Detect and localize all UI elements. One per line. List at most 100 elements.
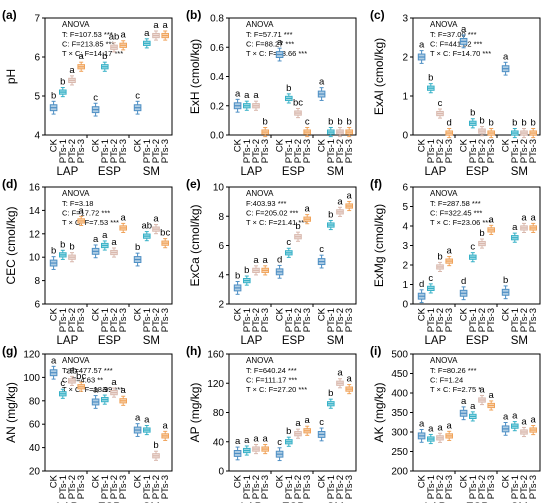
x-tick-label: PTs-3 bbox=[486, 139, 497, 163]
x-tick-label: PTs-2 bbox=[435, 308, 446, 332]
y-tick-label: 250 bbox=[391, 447, 408, 458]
plot-frame bbox=[44, 353, 173, 472]
significance-letter: a bbox=[244, 435, 250, 446]
y-tick-label: 0 bbox=[402, 300, 408, 311]
y-tick-label: 12 bbox=[29, 229, 41, 240]
x-tick-label: CK bbox=[133, 474, 144, 488]
group-label: LAP bbox=[241, 335, 263, 347]
panel-label: (h) bbox=[186, 344, 201, 358]
significance-letter: b bbox=[479, 228, 484, 239]
significance-letter: c bbox=[470, 242, 475, 253]
significance-letter: a bbox=[503, 51, 509, 62]
anova-line: T: F=3.18 bbox=[62, 199, 93, 208]
x-tick-label: CK bbox=[133, 138, 144, 152]
x-tick-label: PTs-2 bbox=[151, 475, 162, 499]
significance-letter: bc bbox=[293, 97, 303, 108]
y-tick-label: 0.0 bbox=[210, 131, 224, 142]
anova-title: ANOVA bbox=[430, 356, 458, 365]
y-tick-label: 6 bbox=[218, 241, 224, 252]
y-tick-label: 450 bbox=[391, 369, 408, 380]
x-tick-label: PTs-3 bbox=[302, 475, 313, 499]
y-tick-label: 2 bbox=[402, 53, 408, 64]
significance-letter: d bbox=[419, 279, 424, 290]
anova-line: T × C: F=23.06 *** bbox=[430, 218, 491, 227]
y-tick-label: 0 bbox=[402, 131, 408, 142]
significance-letter: a bbox=[337, 368, 343, 379]
panel-label: (f) bbox=[370, 177, 382, 191]
x-tick-label: CK bbox=[233, 138, 244, 152]
x-tick-label: PTs-3 bbox=[302, 139, 313, 163]
x-tick-label: PTs-3 bbox=[528, 308, 539, 332]
significance-letter: ab bbox=[67, 365, 78, 376]
x-tick-label: PTs-1 bbox=[426, 475, 437, 499]
significance-letter: a bbox=[244, 90, 250, 101]
x-tick-label: PTs-2 bbox=[519, 475, 530, 499]
significance-letter: d bbox=[461, 276, 466, 287]
x-tick-label: CK bbox=[459, 474, 470, 488]
x-tick-label: PTs-2 bbox=[335, 475, 346, 499]
significance-letter: a bbox=[153, 214, 159, 225]
x-tick-label: PTs-2 bbox=[67, 475, 78, 499]
x-tick-label: PTs-3 bbox=[118, 308, 129, 332]
significance-letter: b bbox=[470, 108, 475, 119]
x-tick-label: PTs-3 bbox=[260, 308, 271, 332]
anova-title: ANOVA bbox=[430, 189, 458, 198]
anova-line: T: F=640.24 *** bbox=[246, 366, 297, 375]
anova-line: T × C: F=14.17 *** bbox=[62, 49, 123, 58]
y-tick-label: 2 bbox=[218, 300, 224, 311]
anova-line: C: F=1.24 bbox=[430, 376, 463, 385]
significance-letter: a bbox=[489, 390, 495, 401]
plot-frame bbox=[412, 17, 541, 136]
significance-letter: a bbox=[235, 88, 241, 99]
significance-letter: b bbox=[286, 83, 291, 94]
y-tick-label: 20 bbox=[29, 467, 41, 478]
anova-line: T × C: F=27.20 *** bbox=[246, 385, 307, 394]
significance-letter: a bbox=[461, 24, 467, 35]
x-tick-label: PTs-1 bbox=[510, 308, 521, 332]
y-tick-label: 16 bbox=[29, 183, 41, 194]
x-tick-label: PTs-1 bbox=[510, 475, 521, 499]
y-tick-label: 350 bbox=[391, 408, 408, 419]
x-tick-label: CK bbox=[91, 307, 102, 321]
x-tick-label: PTs-3 bbox=[118, 139, 129, 163]
y-tick-label: 8 bbox=[34, 276, 40, 287]
x-tick-label: CK bbox=[417, 474, 428, 488]
x-tick-label: PTs-3 bbox=[528, 475, 539, 499]
x-tick-label: PTs-3 bbox=[444, 308, 455, 332]
y-tick-label: 7 bbox=[34, 14, 40, 25]
significance-letter: b bbox=[489, 117, 494, 128]
significance-letter: a bbox=[531, 212, 537, 223]
x-tick-label: PTs-2 bbox=[293, 308, 304, 332]
significance-letter: a bbox=[531, 414, 537, 425]
significance-letter: b bbox=[347, 117, 352, 128]
significance-letter: a bbox=[479, 384, 485, 395]
panel-label: (c) bbox=[370, 8, 385, 22]
x-tick-label: CK bbox=[501, 307, 512, 321]
significance-letter: c bbox=[428, 273, 433, 284]
x-tick-label: CK bbox=[91, 474, 102, 488]
significance-letter: c bbox=[135, 90, 140, 101]
x-tick-label: PTs-3 bbox=[260, 139, 271, 163]
anova-title: ANOVA bbox=[246, 356, 274, 365]
significance-letter: b bbox=[503, 275, 508, 286]
plot-frame bbox=[44, 186, 173, 305]
x-tick-label: PTs-2 bbox=[335, 139, 346, 163]
x-tick-label: PTs-1 bbox=[100, 308, 111, 332]
x-tick-label: PTs-3 bbox=[486, 308, 497, 332]
x-tick-label: PTs-3 bbox=[444, 139, 455, 163]
group-label: ESP bbox=[282, 166, 305, 178]
significance-letter: b bbox=[512, 117, 517, 128]
significance-letter: a bbox=[337, 196, 343, 207]
significance-letter: a bbox=[121, 212, 127, 223]
anova-line: C: F=17.72 *** bbox=[62, 209, 110, 218]
x-tick-label: CK bbox=[417, 138, 428, 152]
x-tick-label: PTs-1 bbox=[326, 308, 337, 332]
y-axis-label: AK (mg/kg) bbox=[372, 382, 386, 442]
anova-title: ANOVA bbox=[62, 189, 90, 198]
significance-letter: b bbox=[153, 440, 158, 451]
x-tick-label: PTs-1 bbox=[100, 139, 111, 163]
anova-line: T: F=107.53 *** bbox=[62, 30, 113, 39]
